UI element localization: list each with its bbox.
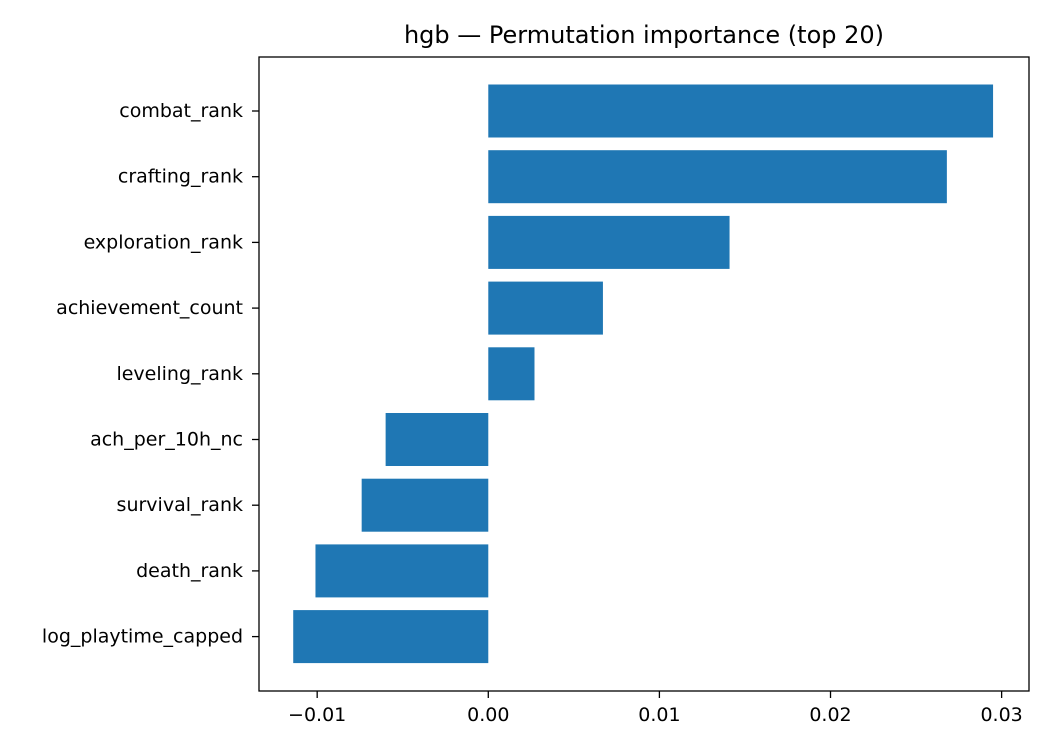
x-tick-label: 0.01 (638, 704, 680, 726)
y-tick-label: achievement_count (56, 297, 243, 319)
bar-crafting-rank (488, 150, 947, 204)
y-tick-label: exploration_rank (84, 231, 243, 253)
bar-exploration-rank (488, 215, 730, 269)
y-tick-label: leveling_rank (116, 363, 243, 385)
y-tick-label: survival_rank (117, 494, 243, 516)
x-tick-label: 0.03 (980, 704, 1022, 726)
bar-leveling-rank (488, 347, 535, 401)
bar-achievement-count (488, 281, 603, 335)
x-tick-label: 0.02 (809, 704, 851, 726)
y-tick-label: death_rank (136, 560, 243, 582)
bar-combat-rank (488, 84, 994, 138)
y-tick-label: ach_per_10h_nc (90, 429, 243, 451)
x-tick-label: −0.01 (288, 704, 346, 726)
bar-survival-rank (361, 478, 489, 532)
x-axis-ticks: −0.01 0.00 0.01 0.02 0.03 (288, 691, 1023, 726)
x-tick-label: 0.00 (467, 704, 509, 726)
y-axis-ticks: combat_rank crafting_rank exploration_rank… (42, 100, 259, 648)
plot-area-frame (258, 56, 1030, 692)
y-tick-label: crafting_rank (118, 166, 243, 188)
y-tick-label: combat_rank (119, 100, 243, 122)
y-tick-label: log_playtime_capped (42, 626, 243, 648)
bar-log-playtime-capped (293, 610, 489, 664)
bar-death-rank (315, 544, 489, 598)
bar-ach-per-10h-nc (385, 413, 489, 466)
chart-title: hgb — Permutation importance (top 20) (404, 21, 884, 49)
bars-layer (293, 84, 994, 664)
